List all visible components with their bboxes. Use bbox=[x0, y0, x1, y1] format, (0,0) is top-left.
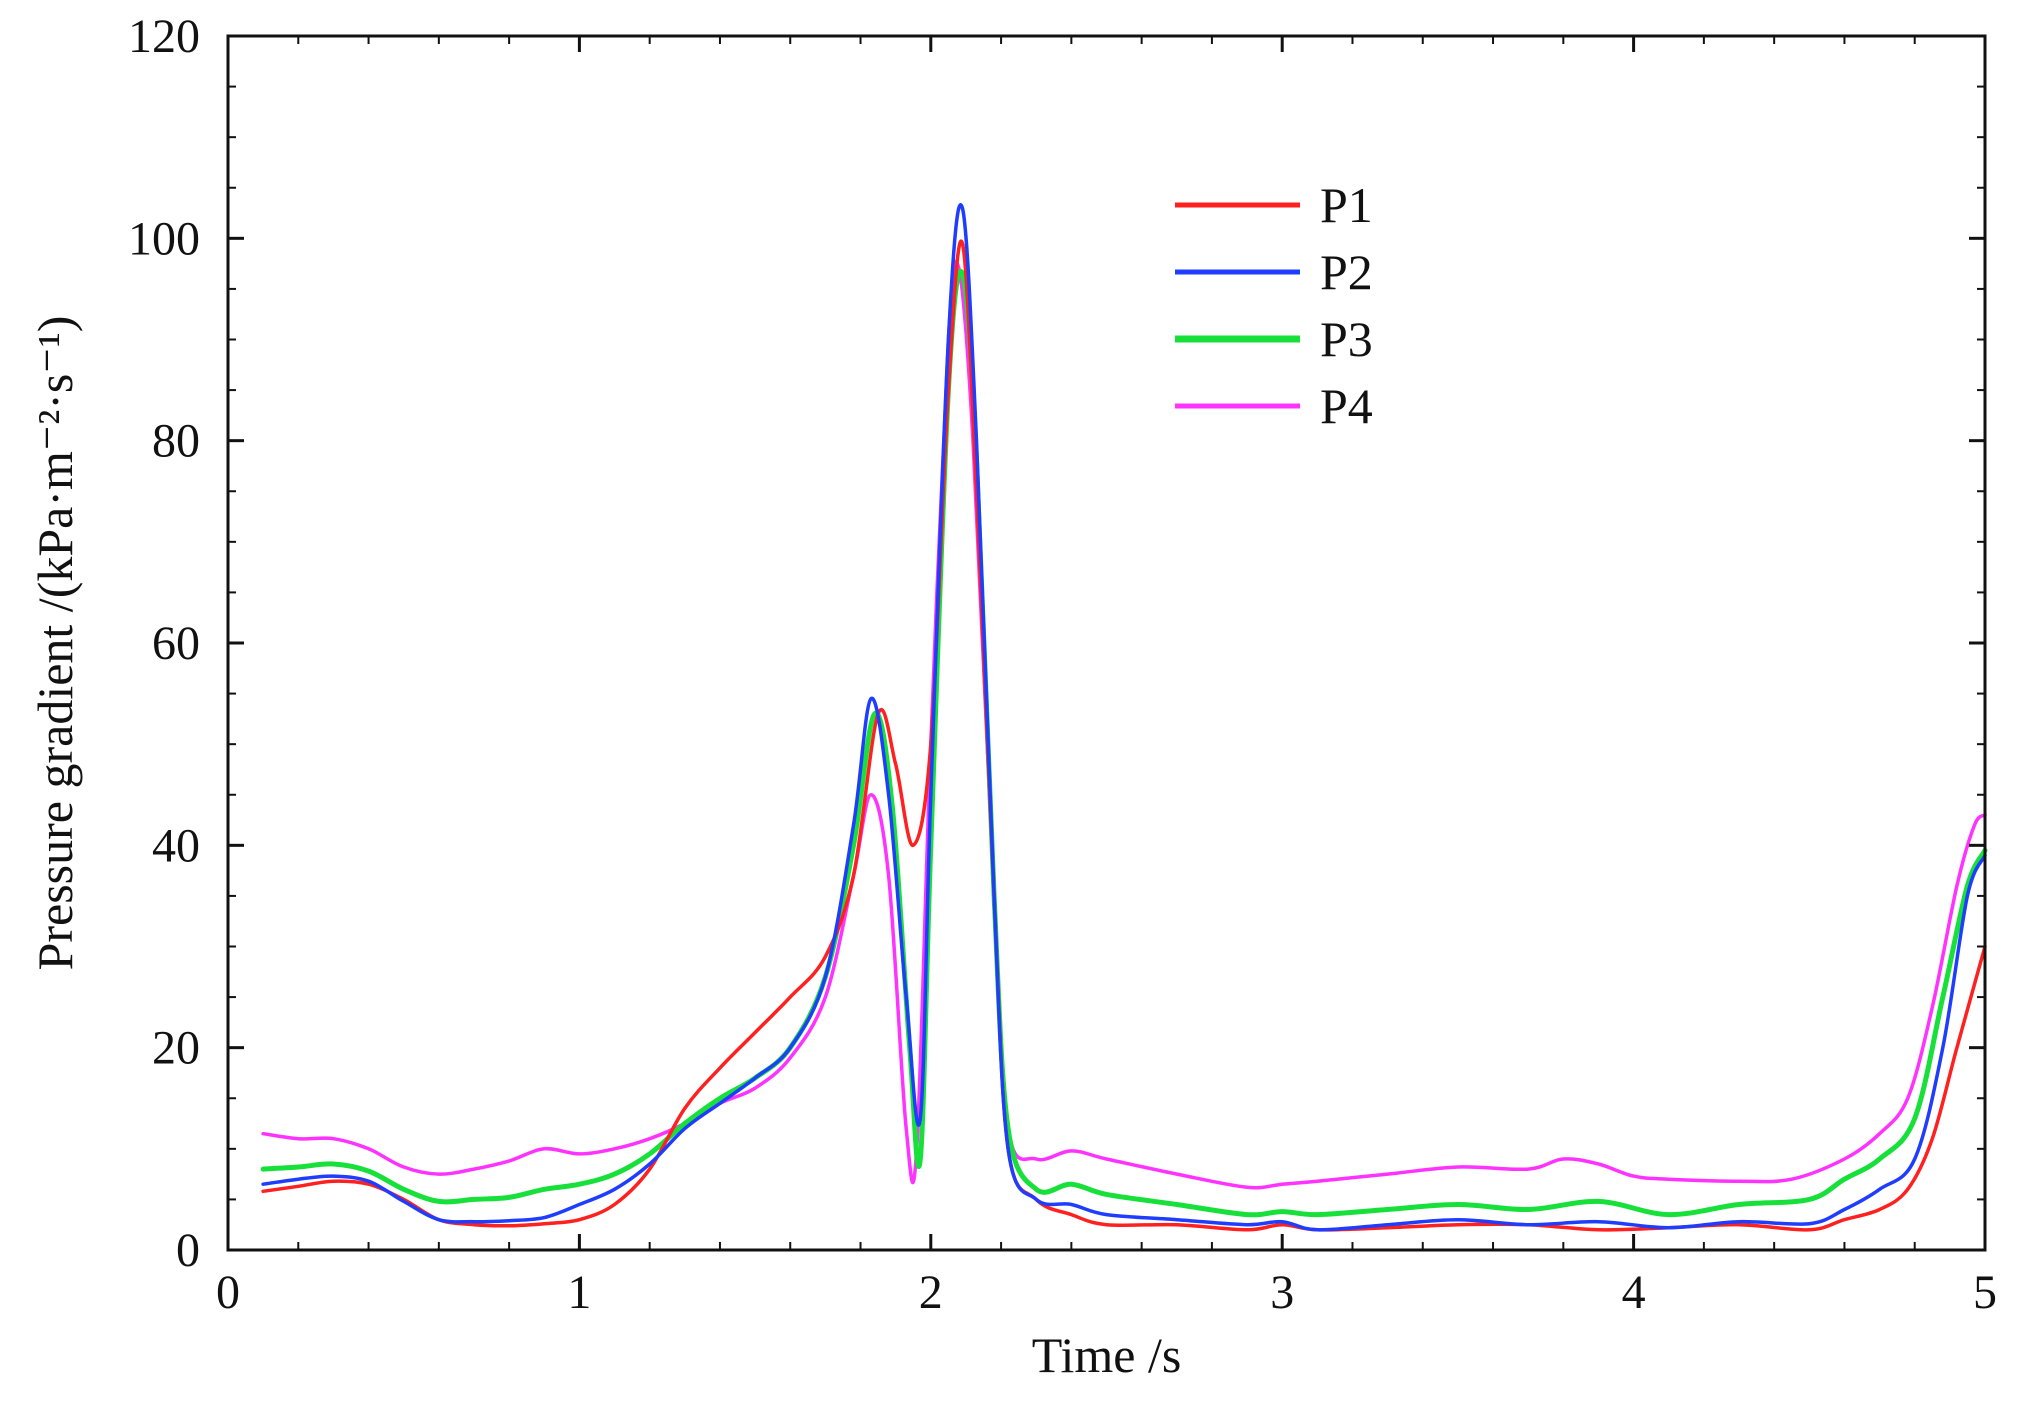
y-axis-title: Pressure gradient /(kPa·m⁻²·s⁻¹) bbox=[27, 316, 83, 971]
legend: P1 P2 P3 P4 bbox=[1175, 177, 1373, 434]
series-line-p4 bbox=[261, 259, 1987, 1190]
x-tick-label: 0 bbox=[216, 1266, 240, 1319]
y-tick-label: 40 bbox=[152, 819, 200, 872]
series-line-p2 bbox=[261, 203, 1987, 1232]
legend-label-p1: P1 bbox=[1320, 177, 1373, 233]
x-tick-label: 4 bbox=[1622, 1266, 1646, 1319]
x-axis-title: Time /s bbox=[1032, 1327, 1182, 1383]
y-tick-label: 80 bbox=[152, 415, 200, 468]
ticks-layer: 0 1 2 3 4 5 0 20 40 60 80 100 120 bbox=[128, 10, 1997, 1319]
series-layer bbox=[260, 203, 1988, 1232]
y-tick-label: 60 bbox=[152, 617, 200, 670]
y-tick-label: 100 bbox=[128, 212, 200, 265]
x-tick-label: 2 bbox=[919, 1266, 943, 1319]
x-tick-label: 5 bbox=[1973, 1266, 1997, 1319]
y-tick-label: 20 bbox=[152, 1022, 200, 1075]
x-tick-label: 3 bbox=[1270, 1266, 1294, 1319]
legend-label-p3: P3 bbox=[1320, 311, 1373, 367]
y-tick-label: 120 bbox=[128, 10, 200, 63]
legend-label-p2: P2 bbox=[1320, 244, 1373, 300]
x-tick-label: 1 bbox=[567, 1266, 591, 1319]
legend-label-p4: P4 bbox=[1320, 378, 1373, 434]
y-tick-label: 0 bbox=[176, 1224, 200, 1277]
